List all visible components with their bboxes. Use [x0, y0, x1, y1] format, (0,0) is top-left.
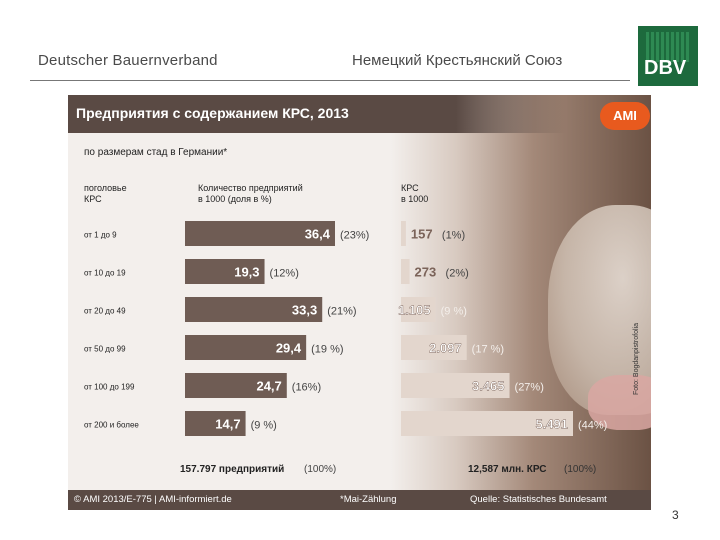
panel-title-fade — [456, 95, 566, 133]
header-left-text: Deutscher Bauernverband — [38, 52, 218, 69]
category-label: от 20 до 49 — [84, 307, 126, 316]
bar-chart: от 1 до 9 36,4 (23%) 157 (1%) от 10 до 19 19,3… — [84, 221, 607, 475]
cattle-bar — [401, 335, 467, 360]
chart-panel: Предприятия с содержанием КРС, 2013 AMI … — [68, 95, 651, 510]
farms-bar — [185, 335, 307, 360]
farms-value-label: 14,7 — [215, 417, 240, 432]
cattle-share-label: (2%) — [446, 268, 469, 280]
ami-logo: AMI — [600, 102, 650, 130]
cattle-value-label: 3.465 — [472, 379, 505, 394]
cattle-value-label: 2.097 — [429, 341, 462, 356]
category-label: от 200 и более — [84, 421, 139, 430]
cattle-share-label: (1%) — [442, 230, 465, 242]
farms-total-label: 157.797 предприятий — [180, 464, 284, 475]
category-label: от 1 до 9 — [84, 231, 117, 240]
cattle-bar — [401, 259, 410, 284]
panel-subtitle: по размерам стад в Германии* — [84, 147, 228, 158]
farms-bar — [185, 259, 265, 284]
header-right-text: Немецкий Крестьянский Союз — [352, 52, 563, 69]
cattle-value-label: 157 — [411, 227, 433, 242]
farms-bar — [185, 221, 335, 246]
farms-value-label: 36,4 — [305, 227, 331, 242]
cattle-share-label: (17 %) — [472, 344, 504, 356]
farms-share-label: (12%) — [270, 268, 299, 280]
column-header-farms: Количество предприятий в 1000 (доля в %) — [198, 183, 303, 204]
cattle-bar — [401, 297, 436, 322]
farms-bar — [185, 297, 323, 322]
column-header-herd: поголовье КРС — [84, 183, 127, 204]
logo-text: DBV — [644, 57, 687, 79]
logo-stripes — [646, 32, 690, 62]
footer-copyright: © AMI 2013/E-775 | AMI-informiert.de — [74, 494, 232, 505]
farms-value-label: 19,3 — [234, 265, 259, 280]
cattle-total-share: (100%) — [564, 464, 596, 475]
cattle-total-label: 12,587 млн. КРС — [468, 464, 546, 475]
farms-share-label: (9 %) — [251, 420, 277, 432]
farms-bar — [185, 411, 246, 436]
photo-credit: Foto: Bogdanpistrofolia — [633, 323, 640, 395]
cattle-share-label: (27%) — [515, 382, 544, 394]
category-label: от 50 до 99 — [84, 345, 126, 354]
cattle-value-label: 1.105 — [398, 303, 431, 318]
cattle-value-label: 273 — [415, 265, 437, 280]
farms-bar — [185, 373, 287, 398]
farms-share-label: (19 %) — [311, 344, 343, 356]
panel-title-bar — [68, 95, 456, 133]
farms-share-label: (16%) — [292, 382, 321, 394]
cattle-share-label: (44%) — [578, 420, 607, 432]
footer-note: *Mai-Zählung — [340, 494, 397, 505]
cattle-value-label: 5.491 — [535, 417, 568, 432]
cattle-bar — [401, 411, 573, 436]
column-header-cattle: КРС в 1000 — [401, 183, 429, 204]
farms-value-label: 33,3 — [292, 303, 317, 318]
farms-value-label: 29,4 — [276, 341, 302, 356]
cow-muzzle-shape — [588, 375, 651, 430]
panel-footer: © AMI 2013/E-775 | AMI-informiert.de *Ma… — [68, 490, 651, 510]
page-number: 3 — [672, 508, 679, 522]
farms-share-label: (23%) — [340, 230, 369, 242]
category-label: от 10 до 19 — [84, 269, 126, 278]
footer-source: Quelle: Statistisches Bundesamt — [470, 494, 607, 505]
cattle-bar — [401, 221, 406, 246]
panel-title: Предприятия с содержанием КРС, 2013 — [76, 105, 349, 121]
farms-total-share: (100%) — [304, 464, 336, 475]
farms-share-label: (21%) — [327, 306, 356, 318]
header-divider — [30, 80, 630, 81]
farms-value-label: 24,7 — [256, 379, 281, 394]
category-label: от 100 до 199 — [84, 383, 135, 392]
cattle-bar — [401, 373, 510, 398]
cattle-share-label: (9 %) — [441, 306, 467, 318]
dbv-logo: DBV — [638, 26, 698, 86]
